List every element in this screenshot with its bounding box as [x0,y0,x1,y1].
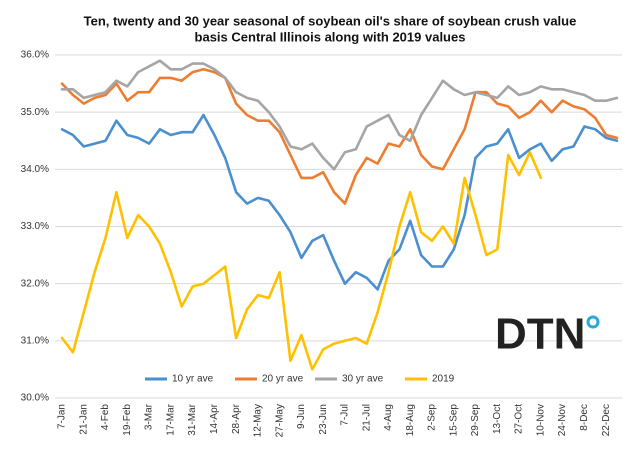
x-tick-label: 8-Dec [579,404,590,431]
x-tick-label: 21-Jul [361,404,372,431]
legend-label: 30 yr ave [342,374,384,385]
y-tick-label: 36.0% [21,50,49,61]
series-line [60,68,619,205]
x-tick-label: 7-Jan [57,404,68,429]
y-tick-label: 31.0% [21,335,49,346]
legend-label: 10 yr ave [172,374,214,385]
chart-title: Ten, twenty and 30 year seasonal of soyb… [84,13,577,28]
x-tick-label: 27-Oct [514,404,525,434]
legend-label: 20 yr ave [262,374,304,385]
x-tick-label: 9-Jun [296,404,307,429]
y-tick-label: 34.0% [21,164,49,175]
x-tick-label: 18-Aug [405,404,416,436]
x-tick-label: 14-Apr [209,403,220,434]
series-line [60,113,619,291]
x-tick-label: 2-Sep [427,404,438,431]
logo-text: DTN [495,310,585,359]
x-tick-label: 21-Jan [78,404,89,435]
x-tick-label: 23-Jun [318,404,329,435]
legend-item: 10 yr ave [145,374,214,385]
x-tick-label: 28-Apr [231,403,242,434]
legend-label: 2019 [432,374,455,385]
x-tick-label: 17-Mar [165,403,176,435]
series-line [60,150,543,371]
x-tick-label: 24-Nov [557,404,568,436]
y-tick-label: 30.0% [21,393,49,404]
x-tick-label: 12-May [253,404,264,437]
legend-item: 2019 [405,374,455,385]
x-tick-label: 3-Mar [144,403,155,430]
x-tick-label: 4-Aug [383,404,394,431]
y-tick-label: 32.0% [21,278,49,289]
chart-subtitle: basis Central Illinois along with 2019 v… [195,29,466,44]
x-tick-label: 22-Dec [601,404,612,436]
x-tick-label: 29-Sep [470,404,481,437]
x-tick-label: 31-Mar [187,403,198,435]
y-tick-label: 35.0% [21,107,49,118]
logo: DTN [495,310,600,359]
x-tick-label: 19-Feb [122,404,133,436]
x-tick-label: 13-Oct [492,404,503,434]
y-tick-label: 33.0% [21,221,49,232]
x-tick-label: 27-May [274,404,285,437]
x-tick-label: 10-Nov [535,404,546,436]
x-tick-label: 15-Sep [448,404,459,437]
x-tick-label: 4-Feb [100,404,111,431]
x-tick-label: 7-Jul [340,404,351,426]
logo-dot [586,315,600,329]
legend-item: 20 yr ave [235,374,304,385]
legend-item: 30 yr ave [315,374,384,385]
series-line [60,59,619,171]
